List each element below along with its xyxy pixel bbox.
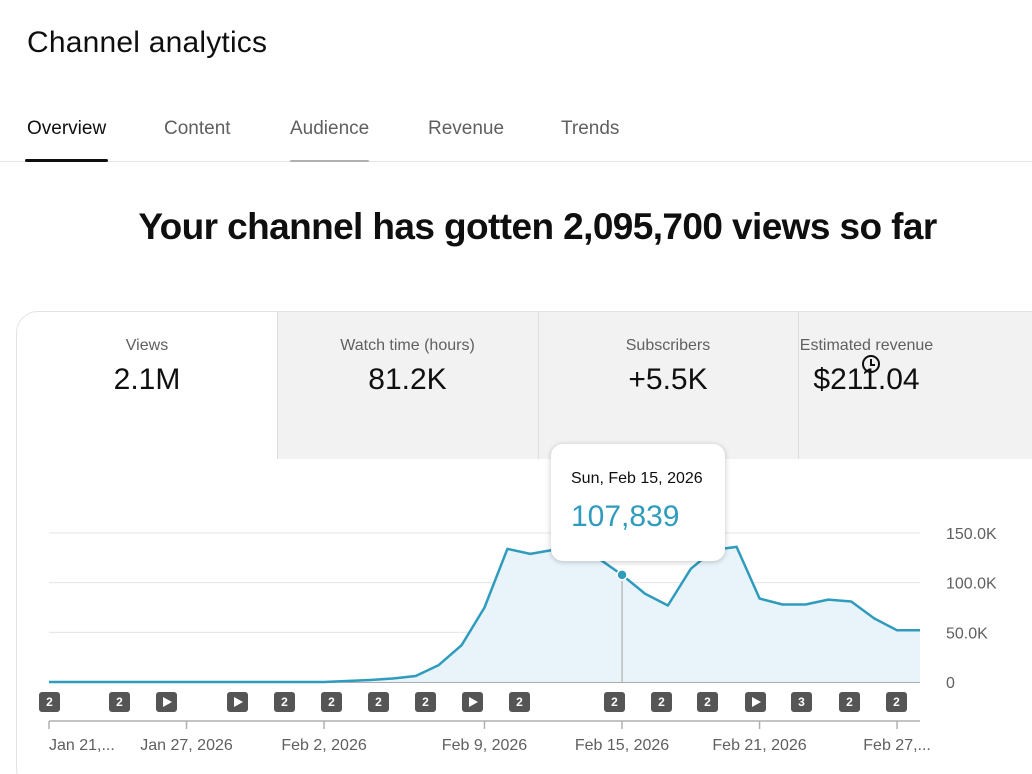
clock-icon[interactable] xyxy=(861,355,880,373)
metric-subscribers[interactable]: Subscribers +5.5K xyxy=(538,312,798,459)
video-marker-count[interactable]: 2 xyxy=(839,692,860,712)
page-title: Channel analytics xyxy=(27,26,268,59)
tab-active-indicator xyxy=(25,159,109,162)
video-marker-count[interactable]: 2 xyxy=(697,692,718,712)
metric-watch-time[interactable]: Watch time (hours) 81.2K xyxy=(277,312,538,459)
tab-trends[interactable]: Trends xyxy=(561,118,619,162)
video-marker-count[interactable]: 2 xyxy=(109,692,130,712)
metric-divider xyxy=(798,312,799,459)
video-marker-count[interactable]: 2 xyxy=(39,692,60,712)
video-marker-count[interactable]: 3 xyxy=(791,692,812,712)
metric-views[interactable]: Views 2.1M xyxy=(17,312,277,459)
tab-revenue[interactable]: Revenue xyxy=(428,118,504,162)
video-marker-count[interactable]: 2 xyxy=(274,692,295,712)
video-marker-play-icon[interactable] xyxy=(227,692,248,712)
video-marker-count[interactable]: 2 xyxy=(415,692,436,712)
metric-views-label: Views xyxy=(125,337,169,354)
tab-overview[interactable]: Overview xyxy=(25,118,109,162)
metric-subscribers-label: Subscribers xyxy=(625,337,711,354)
metric-subscribers-value: +5.5K xyxy=(628,363,708,396)
metrics-card: Views 2.1M Watch time (hours) 81.2K Subs… xyxy=(16,311,1032,774)
metric-divider xyxy=(277,312,278,459)
video-marker-count[interactable]: 2 xyxy=(604,692,625,712)
tab-revenue-label: Revenue xyxy=(428,118,505,139)
views-headline: Your channel has gotten 2,095,700 views … xyxy=(138,206,937,247)
video-marker-play-icon[interactable] xyxy=(462,692,483,712)
tab-content[interactable]: Content xyxy=(164,118,231,162)
tab-bar: Overview Content Audience Revenue Trends xyxy=(0,100,1032,162)
tooltip-date: Sun, Feb 15, 2026 xyxy=(571,470,703,487)
metric-watch-time-value: 81.2K xyxy=(368,363,447,396)
video-marker-play-icon[interactable] xyxy=(745,692,766,712)
tab-audience-label: Audience xyxy=(290,118,370,139)
video-marker-count[interactable]: 2 xyxy=(321,692,342,712)
tab-content-label: Content xyxy=(164,118,231,139)
metric-watch-time-label: Watch time (hours) xyxy=(340,337,475,354)
tab-overview-label: Overview xyxy=(27,118,107,139)
chart-tooltip: Sun, Feb 15, 2026 107,839 xyxy=(551,444,725,561)
video-marker-count[interactable]: 2 xyxy=(368,692,389,712)
video-marker-count[interactable]: 2 xyxy=(886,692,907,712)
tab-audience[interactable]: Audience xyxy=(290,118,370,162)
metric-revenue-value: $211.04 xyxy=(813,363,920,396)
metric-divider xyxy=(538,312,539,459)
metric-views-value: 2.1M xyxy=(113,363,181,396)
tooltip-value: 107,839 xyxy=(571,500,680,533)
metric-revenue-label: Estimated revenue xyxy=(799,337,934,354)
video-marker-count[interactable]: 2 xyxy=(509,692,530,712)
metric-revenue[interactable]: Estimated revenue $211.04 xyxy=(798,312,1032,459)
video-marker-count[interactable]: 2 xyxy=(651,692,672,712)
tab-trends-label: Trends xyxy=(561,118,620,139)
tab-hover-indicator xyxy=(290,160,370,162)
metric-revenue-label-row: Estimated revenue xyxy=(798,337,1032,375)
video-marker-play-icon[interactable] xyxy=(156,692,177,712)
